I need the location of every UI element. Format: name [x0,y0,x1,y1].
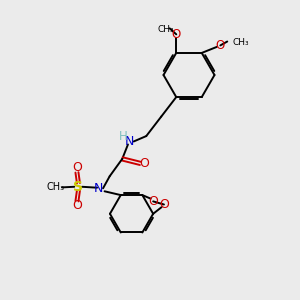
Text: CH₃: CH₃ [232,38,249,47]
Text: O: O [72,200,82,212]
Text: O: O [140,157,149,170]
Text: O: O [72,161,82,174]
Text: O: O [159,198,169,211]
Text: H: H [119,130,128,143]
Text: O: O [216,39,225,52]
Text: N: N [125,135,134,148]
Text: CH₃: CH₃ [46,182,64,192]
Text: O: O [172,28,181,41]
Text: N: N [94,182,103,195]
Text: S: S [74,180,83,194]
Text: O: O [148,195,158,208]
Text: CH₃: CH₃ [158,25,174,34]
